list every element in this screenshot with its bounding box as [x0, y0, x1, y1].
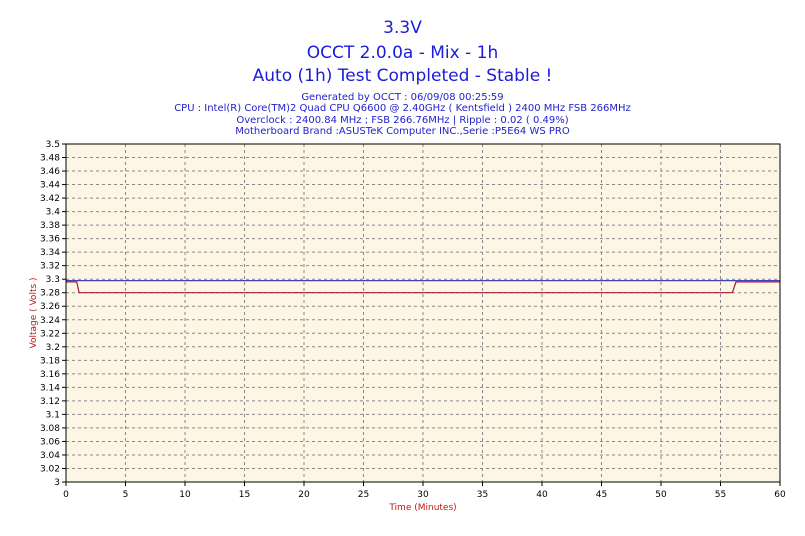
x-tick-label: 5 [123, 490, 129, 500]
y-tick-label: 3.46 [40, 167, 60, 177]
y-tick-label: 3.38 [40, 221, 60, 231]
y-tick-label: 3.42 [40, 194, 60, 204]
y-tick-label: 3.32 [40, 262, 60, 272]
y-axis-label: Voltage ( Volts ) [29, 277, 39, 348]
y-tick-label: 3.36 [40, 235, 60, 245]
y-tick-label: 3.3 [46, 275, 60, 285]
info-motherboard: Motherboard Brand :ASUSTeK Computer INC.… [235, 126, 570, 137]
x-tick-label: 15 [239, 490, 250, 500]
x-tick-label: 20 [298, 490, 310, 500]
chart-subtitle: OCCT 2.0.0a - Mix - 1h [306, 43, 499, 63]
y-tick-label: 3.24 [40, 316, 60, 326]
y-tick-label: 3.04 [40, 451, 60, 461]
y-tick-label: 3.08 [40, 424, 60, 434]
y-tick-label: 3 [54, 478, 60, 488]
x-tick-label: 55 [715, 490, 726, 500]
x-tick-label: 25 [358, 490, 369, 500]
x-tick-label: 60 [774, 490, 786, 500]
y-tick-label: 3.5 [46, 140, 60, 150]
x-axis-label: Time (Minutes) [388, 503, 456, 513]
plot-border [65, 143, 781, 483]
x-tick-label: 50 [655, 490, 667, 500]
x-tick-label: 45 [596, 490, 607, 500]
info-generated: Generated by OCCT : 06/09/08 00:25:59 [301, 92, 504, 103]
y-tick-label: 3.14 [40, 383, 60, 393]
y-tick-label: 3.12 [40, 397, 60, 407]
y-tick-label: 3.1 [46, 410, 60, 420]
info-overclock: Overclock : 2400.84 MHz ; FSB 266.76MHz … [236, 115, 569, 126]
y-tick-label: 3.28 [40, 289, 60, 299]
x-tick-label: 10 [179, 490, 191, 500]
chart-status: Auto (1h) Test Completed - Stable ! [252, 66, 553, 86]
y-tick-label: 3.2 [46, 343, 60, 353]
y-tick-label: 3.16 [40, 370, 60, 380]
info-cpu: CPU : Intel(R) Core(TM)2 Quad CPU Q6600 … [174, 103, 631, 114]
x-tick-label: 40 [536, 490, 548, 500]
y-tick-label: 3.44 [40, 181, 60, 191]
y-tick-label: 3.4 [46, 208, 61, 218]
x-tick-label: 0 [63, 490, 69, 500]
chart-title: 3.3V [383, 18, 422, 38]
y-tick-label: 3.34 [40, 248, 60, 258]
y-tick-label: 3.48 [40, 154, 60, 164]
x-tick-label: 30 [417, 490, 429, 500]
y-tick-label: 3.22 [40, 329, 60, 339]
y-tick-label: 3.06 [40, 437, 60, 447]
series-line-0 [66, 281, 780, 294]
y-tick-label: 3.02 [40, 464, 60, 474]
y-tick-label: 3.26 [40, 302, 60, 312]
x-tick-label: 35 [477, 490, 488, 500]
y-tick-label: 3.18 [40, 356, 60, 366]
